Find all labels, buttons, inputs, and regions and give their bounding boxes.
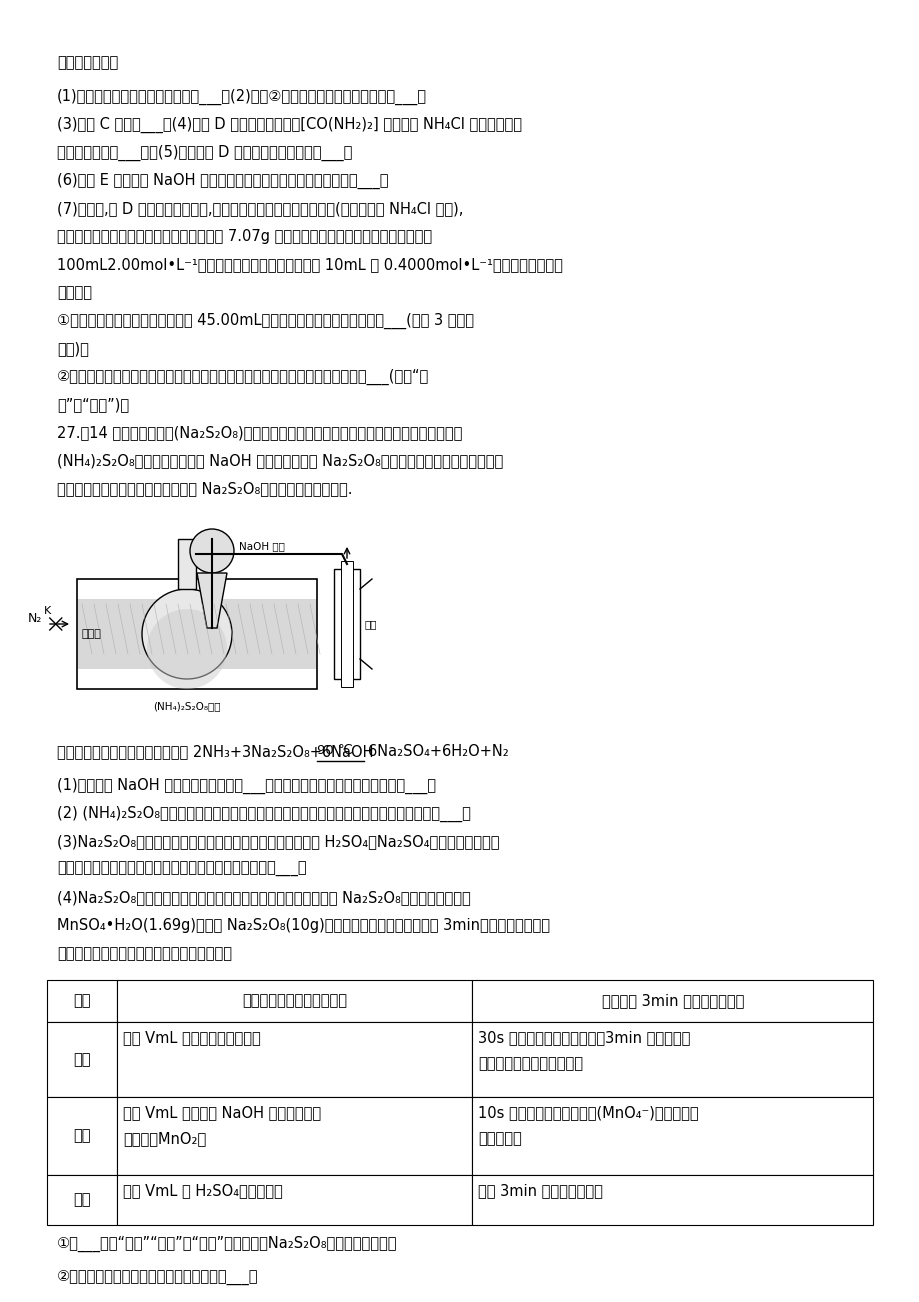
Text: 液态且具有强氧化性的物质，写出该反应的化学方程式：___。: 液态且具有强氧化性的物质，写出该反应的化学方程式：___。 <box>57 862 306 878</box>
Bar <box>471 1174 872 1225</box>
Text: 大”或“偏小”)。: 大”或“偏小”)。 <box>57 397 129 411</box>
Text: 加热煮沸 3min 期间产生的现象: 加热煮沸 3min 期间产生的现象 <box>601 993 743 1009</box>
Text: 试剂时和加热过程中的现象（如表格所示）。: 试剂时和加热过程中的现象（如表格所示）。 <box>57 947 232 961</box>
Text: K: K <box>44 605 51 616</box>
Bar <box>47 1174 117 1225</box>
Text: (7)实验后,将 D 中溶液先蒸发结晶,再用重结晶的方法得到尿素晶体(含有少量的 NH₄Cl 杂质),: (7)实验后,将 D 中溶液先蒸发结晶,再用重结晶的方法得到尿素晶体(含有少量的… <box>57 201 463 216</box>
Bar <box>117 1174 471 1225</box>
Text: (1)图中装有 NaOH 溶液的仪器的名称为___，反应过程中持续通入氮气的目的是___。: (1)图中装有 NaOH 溶液的仪器的名称为___，反应过程中持续通入氮气的目的… <box>57 779 436 794</box>
Text: 煮沸 3min 后，有气泡冒出: 煮沸 3min 后，有气泡冒出 <box>478 1184 603 1198</box>
Text: 水浴缸: 水浴缸 <box>82 629 102 639</box>
Text: 数字)。: 数字)。 <box>57 341 89 355</box>
Text: 液滴定。: 液滴定。 <box>57 285 92 299</box>
Text: 调节溶液氧化环境时的现象: 调节溶液氧化环境时的现象 <box>242 993 347 1009</box>
Text: 加入 VmL 某浓度的 NaOH 溶液，瞬间变: 加入 VmL 某浓度的 NaOH 溶液，瞬间变 <box>123 1105 321 1120</box>
Bar <box>77 579 317 689</box>
Polygon shape <box>197 573 227 628</box>
Text: (NH₄)₂S₂O₈溶液和一定浓度的 NaOH 溶液混合可制得 Na₂S₂O₈晶体，同时还会放出氨气。某化: (NH₄)₂S₂O₈溶液和一定浓度的 NaOH 溶液混合可制得 Na₂S₂O₈晶… <box>57 453 503 467</box>
Text: (6)装置 E 中足量的 NaOH 溶液与少量的光气反应的离子方程式为：___。: (6)装置 E 中足量的 NaOH 溶液与少量的光气反应的离子方程式为：___。 <box>57 173 388 189</box>
Text: 酸性: 酸性 <box>74 1193 91 1207</box>
Text: (3)Na₂S₂O₈溶于水中，会发生一定程度的水解，最终仅生成 H₂SO₄、Na₂SO₄和另一种常温下为: (3)Na₂S₂O₈溶于水中，会发生一定程度的水解，最终仅生成 H₂SO₄、Na… <box>57 835 499 849</box>
Bar <box>47 980 117 1022</box>
Text: ①到达滴定终点时，消耗氢氧化钠 45.00mL，则该晶体中尿素的质量分数为___(保留 3 位有效: ①到达滴定终点时，消耗氢氧化钠 45.00mL，则该晶体中尿素的质量分数为___… <box>57 312 473 329</box>
Text: 的化学方程式为___。。(5)分离装置 D 中混合液的操作名称为___。: 的化学方程式为___。。(5)分离装置 D 中混合液的操作名称为___。 <box>57 145 352 161</box>
Bar <box>47 1022 117 1098</box>
Text: (4)Na₂S₂O₈具有强氧化性，该兴趣小组设计实验探究不同环境下 Na₂S₂O₈氧化性的强弱。将: (4)Na₂S₂O₈具有强氧化性，该兴趣小组设计实验探究不同环境下 Na₂S₂O… <box>57 891 471 905</box>
Text: 10s 后溶液逐渐变为深紫色(MnO₄⁻)，没有明显: 10s 后溶液逐渐变为深紫色(MnO₄⁻)，没有明显 <box>478 1105 698 1120</box>
Bar <box>471 980 872 1022</box>
Text: 27.（14 分）过二硫酸钠(Na₂S₂O₈)也叫高硫酸钠，可用于废气处理及有害物质氧化降解。用: 27.（14 分）过二硫酸钠(Na₂S₂O₈)也叫高硫酸钠，可用于废气处理及有害… <box>57 424 462 440</box>
Text: (1)检验整个装置的气密性的方法：___。(2)步骤②中通入干燥的热空气的作用为___。: (1)检验整个装置的气密性的方法：___。(2)步骤②中通入干燥的热空气的作用为… <box>57 89 426 105</box>
Bar <box>117 980 471 1022</box>
Bar <box>47 1098 117 1174</box>
Circle shape <box>142 589 232 680</box>
Bar <box>177 539 196 589</box>
Text: 环境: 环境 <box>74 993 91 1009</box>
Text: 90 ℃: 90 ℃ <box>317 743 353 756</box>
Bar <box>471 1098 872 1174</box>
Text: 棕色，溶液中有悬浮小颗粒: 棕色，溶液中有悬浮小颗粒 <box>478 1056 583 1070</box>
Text: 碱性: 碱性 <box>74 1129 91 1143</box>
Text: 100mL2.00mol•L⁻¹的硫酸溶液完全吸收，取吸收液 10mL 用 0.4000mol•L⁻¹的氢氧化钠标准溶: 100mL2.00mol•L⁻¹的硫酸溶液完全吸收，取吸收液 10mL 用 0.… <box>57 256 562 272</box>
Text: (3)装置 C 的作用___。(4)装置 D 中反应除生成尿素[CO(NH₂)₂] 外，还有 NH₄Cl 生成，该反应: (3)装置 C 的作用___。(4)装置 D 中反应除生成尿素[CO(NH₂)₂… <box>57 117 521 133</box>
Text: (NH₄)₂S₂O₈溶液: (NH₄)₂S₂O₈溶液 <box>153 700 221 711</box>
Text: 测定所得晶体中尿素的百分含量的方法：将 7.07g 晶体中所含氮完全转化为氨气所得氨气用: 测定所得晶体中尿素的百分含量的方法：将 7.07g 晶体中所含氮完全转化为氨气所… <box>57 229 432 243</box>
Text: NaOH 溶液: NaOH 溶液 <box>239 542 285 551</box>
Text: 中性: 中性 <box>74 1052 91 1068</box>
Text: 冒气泡现象: 冒气泡现象 <box>478 1130 522 1146</box>
Circle shape <box>190 529 233 573</box>
Text: 加入 VmL 蒸馏水，无明显现象: 加入 VmL 蒸馏水，无明显现象 <box>123 1030 261 1046</box>
Text: (2) (NH₄)₂S₂O₈可由电解硫酸铵和硫酸的混合溶液制得，写出电解时阳极的电极反应式：___。: (2) (NH₄)₂S₂O₈可由电解硫酸铵和硫酸的混合溶液制得，写出电解时阳极的… <box>57 806 471 822</box>
Text: ①在___（填“中性”“酸性”或“碱性”）条件下，Na₂S₂O₈的氧化能力最强。: ①在___（填“中性”“酸性”或“碱性”）条件下，Na₂S₂O₈的氧化能力最强。 <box>57 1236 397 1253</box>
Text: 为棕色（MnO₂）: 为棕色（MnO₂） <box>123 1130 206 1146</box>
Text: ②若滴定前未用氢氧化钠标准溶液润洗滴定管，则测得该晶体中尿素的质量分数___(选填“偏: ②若滴定前未用氢氧化钠标准溶液润洗滴定管，则测得该晶体中尿素的质量分数___(选… <box>57 368 429 385</box>
Text: 30s 时开始有大量气泡冒出，3min 后溶液变深: 30s 时开始有大量气泡冒出，3min 后溶液变深 <box>478 1030 690 1046</box>
Text: MnSO₄•H₂O(1.69g)与过量 Na₂S₂O₈(10g)溶于水中形成的混合溶液煮沸 3min，观察并记录加入: MnSO₄•H₂O(1.69g)与过量 Na₂S₂O₈(10g)溶于水中形成的混… <box>57 918 550 934</box>
Text: 6Na₂SO₄+6H₂O+N₂: 6Na₂SO₄+6H₂O+N₂ <box>368 743 508 759</box>
Text: N₂: N₂ <box>28 612 42 625</box>
Bar <box>334 569 359 680</box>
Bar <box>77 599 317 669</box>
Text: 回答下列问题：: 回答下列问题： <box>57 55 119 70</box>
Bar <box>117 1022 471 1098</box>
Text: 硫酸: 硫酸 <box>365 618 377 629</box>
Text: 已知：反应过程中发生的副反应为 2NH₃+3Na₂S₂O₈+6NaOH: 已知：反应过程中发生的副反应为 2NH₃+3Na₂S₂O₈+6NaOH <box>57 743 373 759</box>
Bar <box>117 1098 471 1174</box>
Circle shape <box>147 609 227 689</box>
Bar <box>471 1022 872 1098</box>
Bar <box>341 561 353 687</box>
Text: ②中性氧化时，会产生大量气泡，其原因为___。: ②中性氧化时，会产生大量气泡，其原因为___。 <box>57 1269 258 1285</box>
Text: 学兴趣小组利用该原理在实验室制备 Na₂S₂O₈晶体（装置如图所示）.: 学兴趣小组利用该原理在实验室制备 Na₂S₂O₈晶体（装置如图所示）. <box>57 480 352 496</box>
Text: 加入 VmL 稀 H₂SO₄无明显现象: 加入 VmL 稀 H₂SO₄无明显现象 <box>123 1184 283 1198</box>
